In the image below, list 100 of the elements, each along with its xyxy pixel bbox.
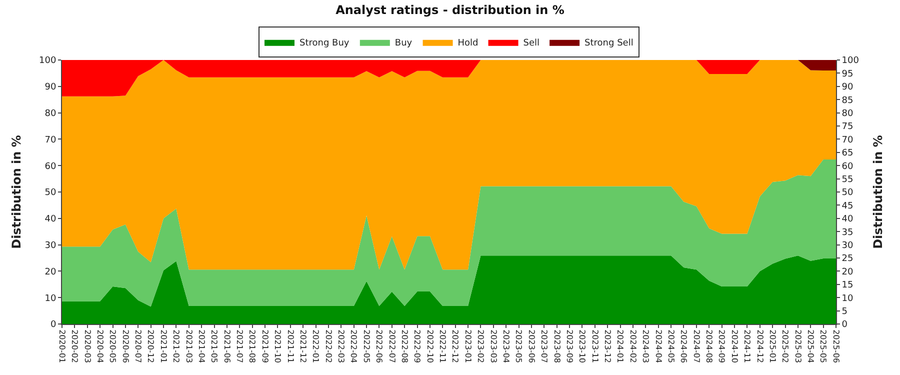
x-tick-label: 2025-05 <box>818 330 828 364</box>
x-tick-label: 2021-01 <box>158 330 168 364</box>
y-tick-label: 0 <box>50 320 56 330</box>
x-tick-label: 2021-04 <box>196 330 206 364</box>
y2-tick-label: 95 <box>842 69 854 80</box>
y-axis-title: Distribution in % <box>9 135 24 249</box>
x-tick-label: 2023-09 <box>564 330 574 364</box>
y2-tick-label: 75 <box>842 122 854 132</box>
x-tick-label: 2024-06 <box>679 330 688 364</box>
y2-tick-label: 20 <box>842 267 854 278</box>
x-tick-label: 2020-07 <box>134 330 143 364</box>
x-tick-label: 2023-12 <box>603 330 612 364</box>
x-tick-label: 2022-05 <box>362 330 371 364</box>
legend-label: Strong Buy <box>300 38 350 48</box>
y2-tick-label: 45 <box>842 201 854 212</box>
x-tick-label: 2024-01 <box>616 330 625 364</box>
x-tick-label: 2022-09 <box>412 330 422 364</box>
x-tick-label: 2025-02 <box>780 330 790 364</box>
x-tick-label: 2021-10 <box>273 330 282 364</box>
y2-axis-title: Distribution in % <box>871 135 886 249</box>
y2-tick-label: 0 <box>842 320 848 330</box>
y2-tick-label: 55 <box>842 174 854 185</box>
x-tick-label: 2024-10 <box>730 330 739 364</box>
x-tick-label: 2024-08 <box>704 330 714 364</box>
y2-tick-label: 60 <box>842 162 854 172</box>
legend-label: Sell <box>523 38 540 48</box>
x-tick-label: 2021-02 <box>172 330 181 364</box>
x-tick-label: 2024-02 <box>628 330 638 364</box>
chart-title: Analyst ratings - distribution in % <box>336 3 564 18</box>
x-tick-label: 2023-02 <box>476 330 486 364</box>
y-tick-label: 80 <box>44 108 56 119</box>
y-tick-label: 70 <box>44 135 56 146</box>
y2-tick-label: 90 <box>842 82 854 93</box>
y-tick-label: 20 <box>44 267 56 278</box>
x-tick-label: 2021-07 <box>235 330 244 364</box>
x-tick-label: 2022-04 <box>349 330 358 364</box>
x-tick-label: 2021-09 <box>260 330 270 364</box>
x-tick-label: 2022-11 <box>438 330 448 364</box>
y2-tick-label: 80 <box>842 108 854 119</box>
y2-tick-label: 85 <box>842 96 854 106</box>
y2-tick-label: 15 <box>842 280 854 291</box>
x-tick-label: 2020-05 <box>108 330 118 364</box>
legend-label: Strong Sell <box>584 38 634 48</box>
x-tick-label: 2022-01 <box>311 330 320 364</box>
y-tick-label: 60 <box>44 162 56 172</box>
x-tick-label: 2025-03 <box>793 330 802 364</box>
x-tick-label: 2021-12 <box>298 330 308 364</box>
x-tick-label: 2021-08 <box>248 330 257 364</box>
x-tick-label: 2023-06 <box>526 330 536 364</box>
x-tick-label: 2025-01 <box>768 330 777 364</box>
y2-tick-label: 100 <box>842 56 860 66</box>
x-tick-label: 2025-06 <box>831 330 840 364</box>
x-tick-label: 2020-03 <box>82 330 92 364</box>
x-tick-label: 2024-07 <box>692 330 701 364</box>
x-tick-label: 2022-07 <box>387 330 396 364</box>
legend-label: Buy <box>394 38 413 48</box>
x-tick-label: 2021-03 <box>184 330 194 364</box>
x-tick-label: 2021-05 <box>210 330 219 364</box>
y2-tick-label: 5 <box>842 306 848 317</box>
x-tick-label: 2024-09 <box>717 330 726 364</box>
y-tick-label: 90 <box>44 82 56 93</box>
x-tick-label: 2021-11 <box>286 330 295 364</box>
x-tick-label: 2022-02 <box>324 330 333 364</box>
x-tick-label: 2022-03 <box>336 330 346 364</box>
x-tick-label: 2022-06 <box>374 330 384 364</box>
y2-tick-label: 65 <box>842 148 854 159</box>
y2-tick-label: 10 <box>842 294 854 304</box>
y2-tick-label: 70 <box>842 135 854 146</box>
x-tick-label: 2024-03 <box>641 330 650 364</box>
y-tick-label: 40 <box>44 214 56 225</box>
x-tick-label: 2023-07 <box>540 330 549 364</box>
x-tick-label: 2020-02 <box>70 330 80 364</box>
y2-tick-label: 25 <box>842 254 854 264</box>
x-tick-label: 2024-12 <box>755 330 764 364</box>
x-tick-label: 2020-12 <box>146 330 156 364</box>
x-tick-label: 2025-04 <box>806 330 816 364</box>
y-tick-label: 100 <box>39 56 56 66</box>
x-tick-label: 2022-12 <box>450 330 460 364</box>
x-tick-label: 2023-11 <box>590 330 600 364</box>
x-tick-label: 2023-08 <box>552 330 562 364</box>
x-tick-label: 2020-06 <box>120 330 130 364</box>
legend-label: Hold <box>458 38 478 48</box>
x-tick-label: 2023-04 <box>502 330 510 364</box>
x-tick-label: 2021-06 <box>222 330 232 364</box>
x-tick-label: 2022-10 <box>425 330 434 364</box>
y2-tick-label: 35 <box>842 228 854 238</box>
x-tick-label: 2022-08 <box>400 330 409 364</box>
x-tick-label: 2023-03 <box>488 330 498 364</box>
y-tick-label: 10 <box>44 294 56 304</box>
x-tick-label: 2020-04 <box>95 330 104 364</box>
x-tick-label: 2023-01 <box>463 330 472 364</box>
y-tick-label: 50 <box>44 188 56 198</box>
x-tick-label: 2023-05 <box>514 330 524 364</box>
y2-tick-label: 30 <box>842 240 854 251</box>
y2-tick-label: 40 <box>842 214 854 225</box>
y-tick-label: 30 <box>44 240 56 251</box>
x-tick-label: 2024-11 <box>742 330 752 364</box>
y2-tick-label: 50 <box>842 188 854 198</box>
x-tick-label: 2023-10 <box>578 330 587 364</box>
x-tick-label: 2024-04 <box>654 330 663 364</box>
